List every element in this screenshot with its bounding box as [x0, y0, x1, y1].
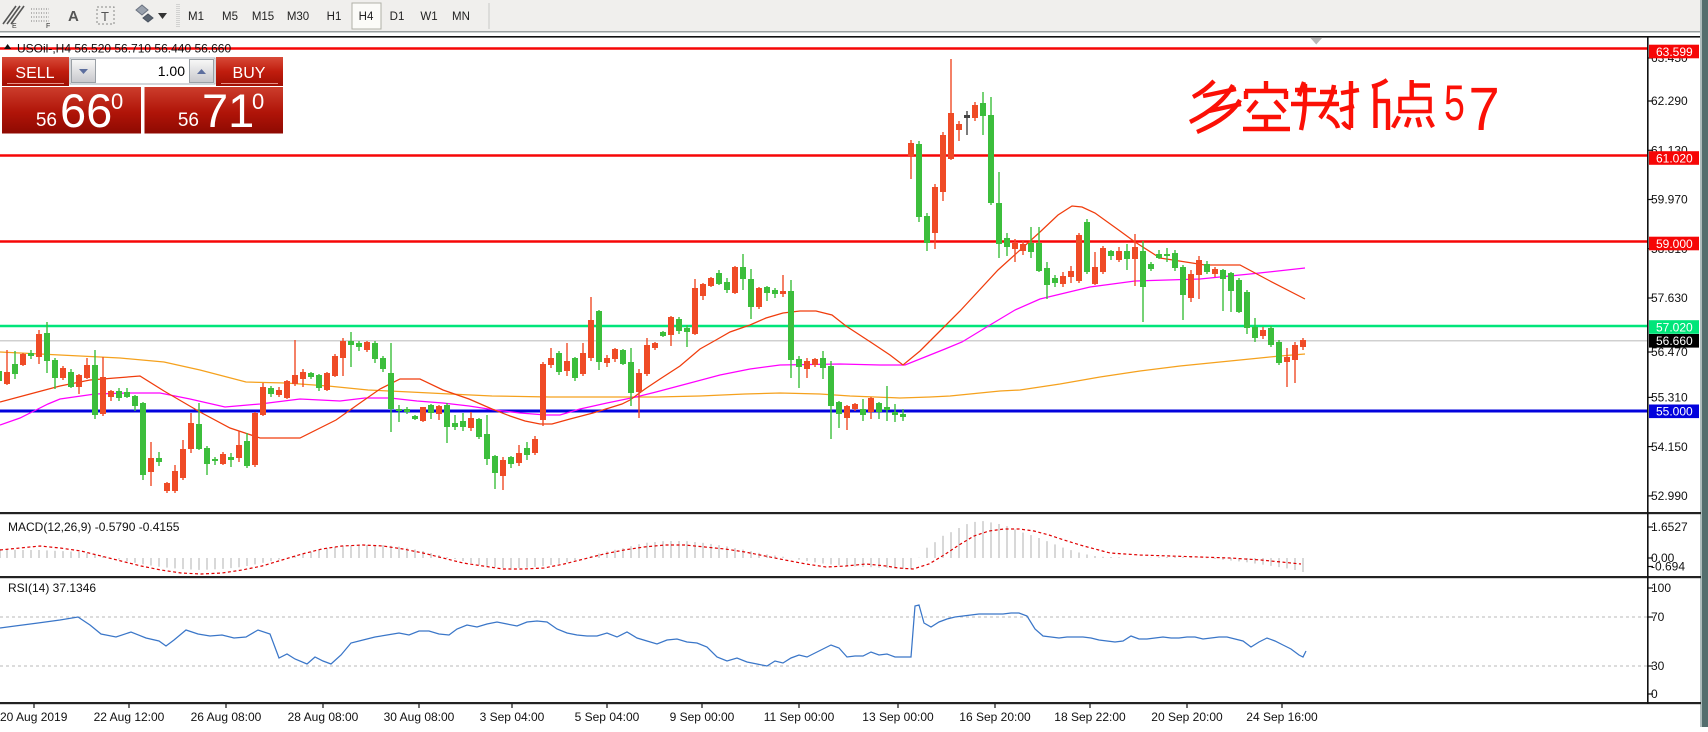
svg-text:24 Sep 16:00: 24 Sep 16:00 — [1246, 710, 1318, 724]
svg-text:71: 71 — [202, 84, 254, 137]
svg-text:100: 100 — [1651, 581, 1671, 595]
svg-text:70: 70 — [1651, 610, 1665, 624]
svg-text:0: 0 — [252, 89, 264, 114]
svg-text:M30: M30 — [287, 11, 309, 23]
svg-text:56.470: 56.470 — [1651, 345, 1688, 359]
svg-text:E: E — [12, 23, 17, 30]
svg-text:0: 0 — [111, 89, 123, 114]
svg-text:1.6527: 1.6527 — [1651, 520, 1688, 534]
svg-text:M15: M15 — [252, 11, 274, 23]
svg-text:H1: H1 — [327, 11, 342, 23]
svg-text:57.630: 57.630 — [1651, 291, 1688, 305]
svg-text:0.00: 0.00 — [1651, 551, 1675, 565]
svg-text:D1: D1 — [390, 11, 405, 23]
svg-text:54.150: 54.150 — [1651, 440, 1688, 454]
svg-text:22 Aug 12:00: 22 Aug 12:00 — [94, 710, 165, 724]
svg-text:30: 30 — [1651, 659, 1665, 673]
svg-text:1.00: 1.00 — [158, 63, 185, 79]
svg-text:5: 5 — [1444, 76, 1465, 131]
svg-text:57.020: 57.020 — [1656, 320, 1693, 334]
svg-text:56: 56 — [178, 110, 199, 131]
svg-text:MACD(12,26,9) -0.5790 -0.4155: MACD(12,26,9) -0.5790 -0.4155 — [8, 520, 180, 534]
svg-text:F: F — [46, 23, 50, 30]
svg-text:W1: W1 — [420, 11, 437, 23]
svg-text:55.000: 55.000 — [1656, 405, 1693, 419]
svg-text:A: A — [68, 8, 79, 25]
svg-text:20 Sep 20:00: 20 Sep 20:00 — [1151, 710, 1223, 724]
svg-text:RSI(14) 37.1346: RSI(14) 37.1346 — [8, 581, 96, 595]
svg-text:61.020: 61.020 — [1656, 151, 1693, 165]
svg-text:52.990: 52.990 — [1651, 489, 1688, 503]
svg-text:59.970: 59.970 — [1651, 193, 1688, 207]
svg-text:63.599: 63.599 — [1656, 45, 1693, 59]
svg-text:M5: M5 — [222, 11, 238, 23]
svg-text:13 Sep 00:00: 13 Sep 00:00 — [862, 710, 934, 724]
svg-text:M1: M1 — [188, 11, 204, 23]
svg-text:56.660: 56.660 — [1656, 334, 1693, 348]
svg-text:T: T — [101, 9, 109, 24]
svg-text:26 Aug 08:00: 26 Aug 08:00 — [191, 710, 262, 724]
svg-text:62.290: 62.290 — [1651, 94, 1688, 108]
svg-text:USOil-,H4 56.520 56.710 56.44: USOil-,H4 56.520 56.710 56.440 56.660 — [17, 42, 231, 56]
svg-text:5 Sep 04:00: 5 Sep 04:00 — [575, 710, 640, 724]
svg-text:7: 7 — [1469, 76, 1500, 144]
svg-text:55.310: 55.310 — [1651, 391, 1688, 405]
svg-text:66: 66 — [60, 84, 112, 137]
svg-text:MN: MN — [452, 11, 470, 23]
svg-text:20 Aug 2019: 20 Aug 2019 — [0, 710, 68, 724]
svg-text:28 Aug 08:00: 28 Aug 08:00 — [288, 710, 359, 724]
svg-text:59.000: 59.000 — [1656, 237, 1693, 251]
svg-text:18 Sep 22:00: 18 Sep 22:00 — [1054, 710, 1126, 724]
svg-text:11 Sep 00:00: 11 Sep 00:00 — [764, 710, 835, 724]
svg-text:BUY: BUY — [233, 65, 266, 82]
svg-text:SELL: SELL — [15, 65, 54, 82]
svg-text:H4: H4 — [359, 11, 374, 23]
svg-text:30 Aug 08:00: 30 Aug 08:00 — [384, 710, 455, 724]
svg-text:9 Sep 00:00: 9 Sep 00:00 — [670, 710, 735, 724]
svg-text:3 Sep 04:00: 3 Sep 04:00 — [480, 710, 545, 724]
svg-text:0: 0 — [1651, 687, 1658, 701]
svg-text:56: 56 — [36, 110, 57, 131]
svg-text:16 Sep 20:00: 16 Sep 20:00 — [959, 710, 1031, 724]
svg-text:-0.694: -0.694 — [1651, 560, 1685, 574]
